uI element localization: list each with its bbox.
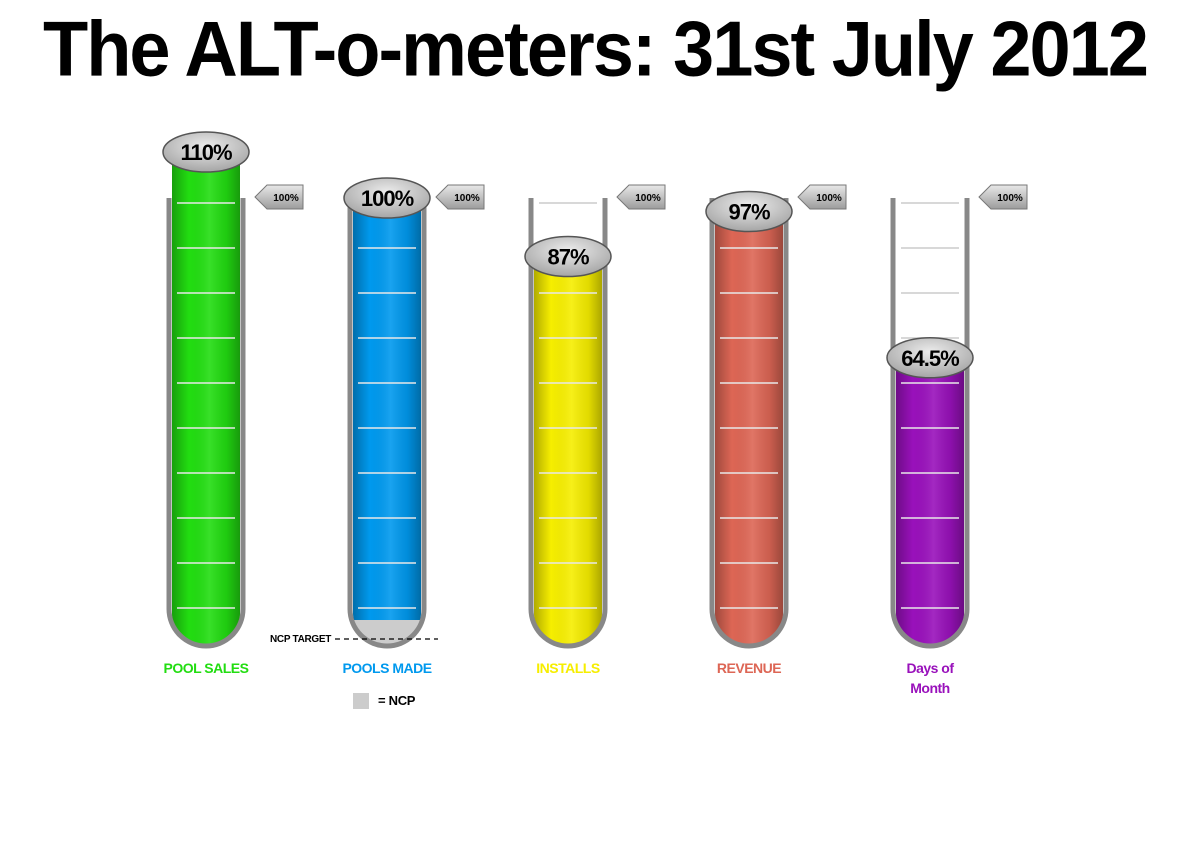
category-label-revenue: REVENUE (716, 660, 782, 676)
tube-outline-pools-made (347, 198, 427, 649)
page-title: The ALT-o-meters: 31st July 2012 (43, 4, 1149, 93)
category-label-pool-sales: POOL SALES (163, 660, 249, 676)
target-tag-pools-made (435, 184, 485, 210)
target-tag-label: 100% (816, 193, 842, 204)
value-label-pool-sales: 110% (180, 140, 231, 165)
category-label-days-of-month: Days of Month (906, 660, 954, 696)
tube-outline-days-of-month (890, 198, 970, 649)
meter-revenue: 100% 97% (705, 184, 847, 649)
meter-pools-made: 100% 100% (343, 177, 485, 649)
value-cap-pools-made (343, 177, 431, 219)
target-tag-revenue (797, 184, 847, 210)
target-tag-pool-sales (254, 184, 304, 210)
target-tag-label: 100% (273, 193, 299, 204)
ncp-legend-swatch (353, 693, 369, 709)
tube-outline-pool-sales (166, 198, 246, 649)
ncp-target-label: NCP TARGET (270, 634, 332, 645)
value-cap-revenue (705, 190, 793, 233)
meter-days-of-month: 100% 64.5% (886, 184, 1028, 649)
target-tag-installs (616, 184, 666, 210)
fill-shading-revenue (715, 211, 783, 648)
target-tag-days-of-month (978, 184, 1028, 210)
tube-outline-revenue (709, 198, 789, 649)
target-tag-label: 100% (635, 193, 661, 204)
target-tag-label: 100% (454, 193, 480, 204)
category-label-installs: INSTALLS (536, 660, 600, 676)
fill-shading-pools-made (353, 198, 421, 648)
meter-installs: 100% 87% (524, 184, 666, 649)
fill-shading-days-of-month (896, 357, 964, 648)
value-label-pools-made: 100% (361, 186, 414, 211)
value-cap-installs (524, 235, 612, 278)
fill-shading-installs (534, 256, 602, 648)
category-label-pools-made: POOLS MADE (342, 660, 432, 676)
value-label-days-of-month: 64.5% (901, 346, 959, 371)
target-tag-label: 100% (997, 193, 1023, 204)
ncp-legend-label: = NCP (378, 693, 416, 708)
value-label-revenue: 97% (728, 200, 769, 225)
value-label-installs: 87% (547, 245, 588, 270)
value-cap-pool-sales (162, 131, 250, 173)
fill-shading-pool-sales (172, 153, 240, 648)
tube-outline-installs (528, 198, 608, 649)
meter-pool-sales: 100% 110% (162, 131, 304, 649)
value-cap-days-of-month (886, 337, 974, 379)
